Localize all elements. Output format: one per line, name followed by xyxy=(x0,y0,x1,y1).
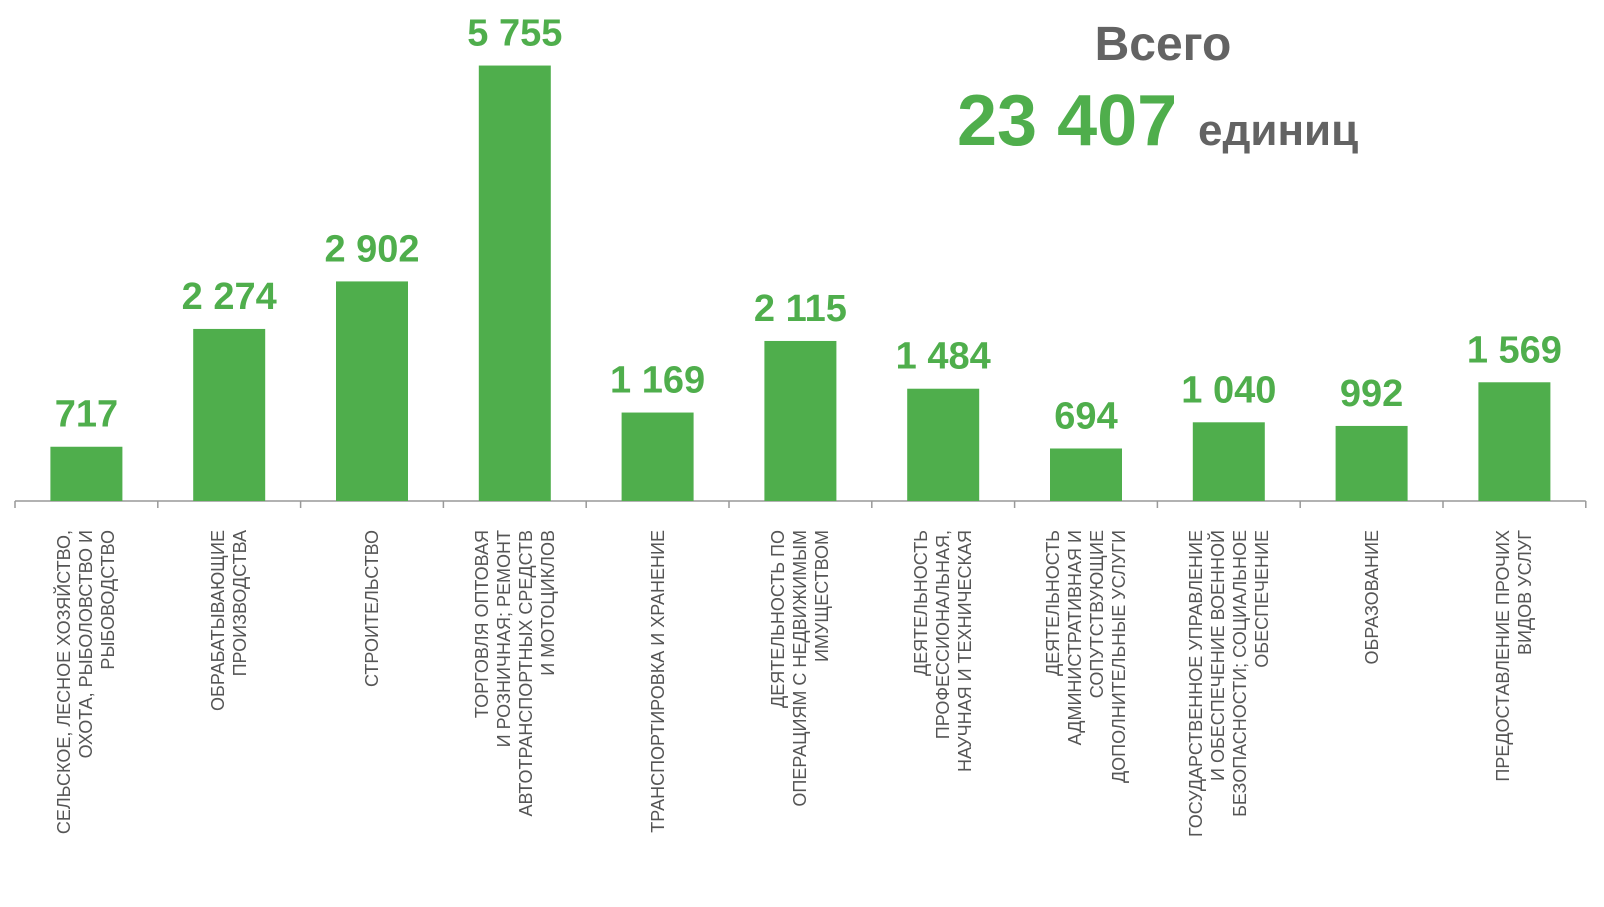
x-tick-label: ТРАНСПОРТИРОВКА И ХРАНЕНИЕ xyxy=(647,530,668,833)
value-label: 1 484 xyxy=(896,336,991,378)
bar xyxy=(193,328,266,501)
x-tick-label: ДЕЯТЕЛЬНОСТЬ ПРОФЕССИОНАЛЬНАЯ, НАУЧНАЯ И… xyxy=(911,530,976,773)
bar xyxy=(1050,448,1122,501)
value-label: 2 115 xyxy=(754,288,847,330)
total-unit: единиц xyxy=(1198,106,1358,155)
x-tick-label: ГОСУДАРСТВЕННОЕ УПРАВЛЕНИЕ И ОБЕСПЕЧЕНИЕ… xyxy=(1185,530,1272,837)
x-tick-label: СЕЛЬСКОЕ, ЛЕСНОЕ ХОЗЯЙСТВО, ОХОТА, РЫБОЛ… xyxy=(54,530,119,835)
bar xyxy=(478,65,551,501)
x-tick-label: ДЕЯТЕЛЬНОСТЬ АДМИНИСТРАТИВНАЯ И СОПУТСТВ… xyxy=(1043,530,1129,784)
value-label: 1 169 xyxy=(610,360,705,402)
value-label: 5 755 xyxy=(467,13,562,55)
value-label: 992 xyxy=(1340,373,1403,415)
bar xyxy=(50,446,123,501)
bar xyxy=(764,340,837,501)
x-tick-label: ОБРАБАТЫВАЮЩИЕ ПРОИЗВОДСТВА xyxy=(208,530,251,711)
bar xyxy=(621,412,694,501)
total-value: 23 407 xyxy=(957,81,1177,161)
x-tick-label: ОБРАЗОВАНИЕ xyxy=(1361,530,1382,665)
x-tick-label: ТОРГОВЛЯ ОПТОВАЯ И РОЗНИЧНАЯ; РЕМОНТ АВТ… xyxy=(471,530,558,817)
x-tick-label: СТРОИТЕЛЬСТВО xyxy=(362,530,382,687)
value-label: 1 569 xyxy=(1467,329,1562,371)
value-label: 2 902 xyxy=(324,228,419,270)
bar xyxy=(907,388,980,501)
bar xyxy=(1478,382,1551,501)
value-label: 717 xyxy=(55,394,118,436)
x-tick-label: ПРЕДОСТАВЛЕНИЕ ПРОЧИХ ВИДОВ УСЛУГ xyxy=(1493,530,1536,782)
bar xyxy=(336,281,408,501)
total-label: Всего xyxy=(1095,18,1232,71)
bar xyxy=(1335,425,1408,501)
value-label: 1 040 xyxy=(1181,369,1276,411)
value-label: 694 xyxy=(1054,395,1117,437)
value-label: 2 274 xyxy=(182,276,277,318)
x-tick-label: ДЕЯТЕЛЬНОСТЬ ПО ОПЕРАЦИЯМ С НЕДВИЖИМЫМ И… xyxy=(768,530,833,807)
bar xyxy=(1192,422,1265,501)
